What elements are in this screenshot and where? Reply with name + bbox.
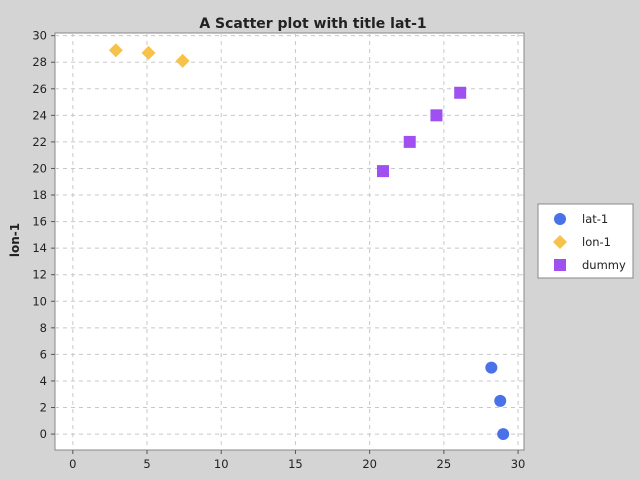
- data-point-lat-1: [497, 428, 510, 441]
- y-tick-label: 10: [32, 294, 47, 308]
- x-tick-label: 15: [288, 457, 303, 471]
- grid: [55, 33, 524, 450]
- data-point-lat-1: [485, 361, 498, 374]
- data-point-lon-1: [108, 43, 123, 58]
- legend-marker-dummy: [554, 259, 566, 271]
- x-tick-label: 25: [437, 457, 452, 471]
- data-point-lat-1: [494, 394, 507, 407]
- y-tick-label: 4: [40, 374, 47, 388]
- data-point-lon-1: [175, 53, 190, 68]
- legend-marker-lon-1: [553, 235, 567, 249]
- data-point-dummy: [430, 109, 443, 122]
- y-tick-label: 16: [32, 215, 47, 229]
- x-tick-label: 10: [214, 457, 229, 471]
- data-point-lon-1: [141, 45, 156, 60]
- y-tick-label: 6: [40, 347, 47, 361]
- y-tick-label: 24: [32, 108, 47, 122]
- y-tick-label: 12: [32, 268, 47, 282]
- y-tick-label: 0: [40, 427, 47, 441]
- legend-box: [537, 203, 634, 279]
- y-tick-label: 22: [32, 135, 47, 149]
- x-axis-ticks: 0 5 10 15 20 25 30: [69, 450, 525, 471]
- legend-marker-lat-1: [554, 213, 566, 225]
- y-tick-label: 26: [32, 82, 47, 96]
- y-tick-label: 28: [32, 55, 47, 69]
- chart-title: A Scatter plot with title lat-1: [199, 16, 426, 32]
- legend-label-lon-1: lon-1: [582, 235, 611, 249]
- y-tick-label: 2: [40, 401, 47, 415]
- y-tick-label: 14: [32, 241, 47, 255]
- x-tick-label: 0: [69, 457, 76, 471]
- data-point-dummy: [454, 86, 467, 99]
- y-tick-label: 20: [32, 161, 47, 175]
- y-tick-label: 30: [32, 29, 47, 43]
- y-tick-label: 18: [32, 188, 47, 202]
- plot-area: [54, 32, 525, 451]
- legend: lat-1 lon-1 dummy: [537, 203, 634, 279]
- data-point-dummy: [403, 135, 416, 148]
- x-tick-label: 20: [362, 457, 377, 471]
- y-tick-label: 8: [40, 321, 47, 335]
- y-axis-label: lon-1: [8, 223, 22, 257]
- legend-label-lat-1: lat-1: [582, 212, 608, 226]
- x-tick-label: 30: [511, 457, 526, 471]
- legend-label-dummy: dummy: [582, 258, 626, 272]
- data-point-dummy: [377, 165, 390, 178]
- data-points: [108, 43, 510, 441]
- x-tick-label: 5: [143, 457, 150, 471]
